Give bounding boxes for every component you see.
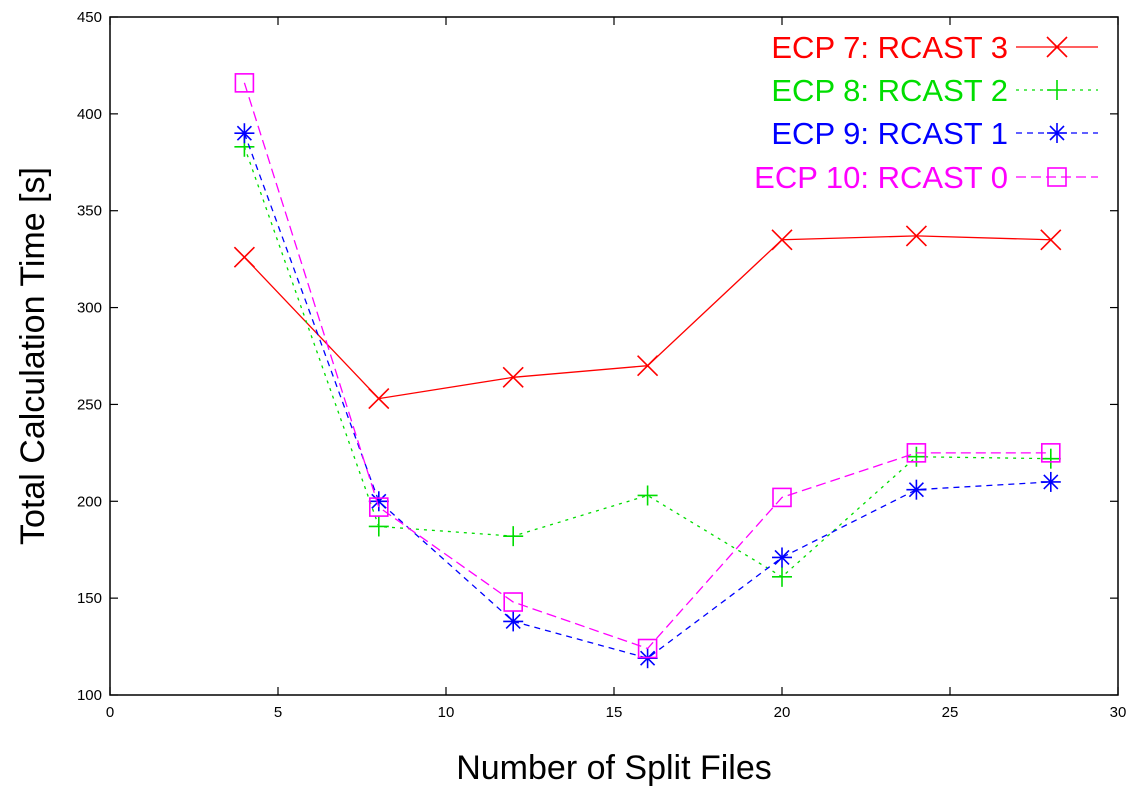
y-tick-label: 150	[77, 590, 102, 607]
y-axis: 100 150 200 250 300 350 400 450	[77, 9, 1118, 704]
data-point	[368, 497, 389, 517]
y-axis-title: Total Calculation Time [s]	[14, 167, 52, 545]
x-axis-title: Number of Split Files	[456, 749, 772, 787]
data-point	[503, 611, 524, 632]
y-tick-label: 350	[77, 203, 102, 220]
legend-marker	[1047, 80, 1067, 100]
data-point	[1041, 443, 1061, 463]
y-tick-label: 300	[77, 300, 102, 317]
data-point	[772, 547, 792, 568]
series-2	[234, 136, 1061, 587]
data-point	[368, 491, 389, 512]
series-3	[234, 123, 1061, 669]
data-point	[772, 487, 792, 508]
y-tick-label: 100	[77, 687, 102, 704]
legend-label: ECP 10: RCAST 0	[754, 160, 1008, 195]
x-tick-label: 30	[1110, 704, 1127, 721]
series-layer	[233, 73, 1062, 669]
x-axis: 0 5 10 15 20 25 30	[106, 17, 1127, 721]
series-4	[234, 73, 1061, 659]
legend-item: ECP 7: RCAST 3	[771, 30, 1098, 65]
series-line	[243, 133, 1051, 659]
series-line	[243, 235, 1051, 400]
series-line	[243, 146, 1051, 578]
data-point	[234, 123, 255, 144]
y-tick-label: 250	[77, 396, 102, 413]
legend-label: ECP 9: RCAST 1	[771, 116, 1008, 151]
data-point	[637, 355, 659, 377]
y-tick-label: 200	[77, 493, 102, 510]
legend-marker	[1046, 36, 1068, 58]
data-point	[905, 225, 927, 247]
data-point	[502, 366, 524, 388]
y-tick-label: 450	[77, 9, 102, 26]
data-point	[906, 443, 927, 463]
data-point	[1040, 471, 1061, 492]
data-point	[234, 73, 255, 93]
data-point	[1040, 229, 1062, 251]
x-tick-label: 10	[438, 704, 455, 721]
data-point	[637, 485, 658, 506]
data-point	[906, 446, 927, 467]
x-tick-label: 20	[774, 704, 791, 721]
legend-marker	[1047, 167, 1067, 187]
legend-item: ECP 8: RCAST 2	[771, 73, 1098, 108]
legend-label: ECP 8: RCAST 2	[771, 73, 1008, 108]
data-point	[503, 592, 524, 612]
legend-label: ECP 7: RCAST 3	[771, 30, 1008, 65]
data-point	[368, 388, 390, 410]
x-tick-label: 0	[106, 704, 114, 721]
data-point	[772, 566, 792, 587]
legend: ECP 7: RCAST 3 ECP 8: RCAST 2 ECP 9: RCAST…	[754, 30, 1098, 195]
x-tick-label: 15	[606, 704, 623, 721]
data-point	[368, 516, 389, 537]
y-tick-label: 400	[77, 106, 102, 123]
legend-item: ECP 10: RCAST 0	[754, 160, 1098, 195]
legend-marker	[1047, 123, 1067, 143]
data-point	[637, 638, 658, 659]
legend-item: ECP 9: RCAST 1	[771, 116, 1098, 151]
data-point	[503, 526, 524, 547]
series-1	[233, 225, 1062, 410]
data-point	[906, 479, 927, 500]
series-line	[243, 82, 1051, 650]
data-point	[771, 229, 793, 251]
x-tick-label: 25	[942, 704, 959, 721]
data-point	[1040, 448, 1061, 469]
data-point	[233, 246, 255, 268]
x-tick-label: 5	[274, 704, 282, 721]
